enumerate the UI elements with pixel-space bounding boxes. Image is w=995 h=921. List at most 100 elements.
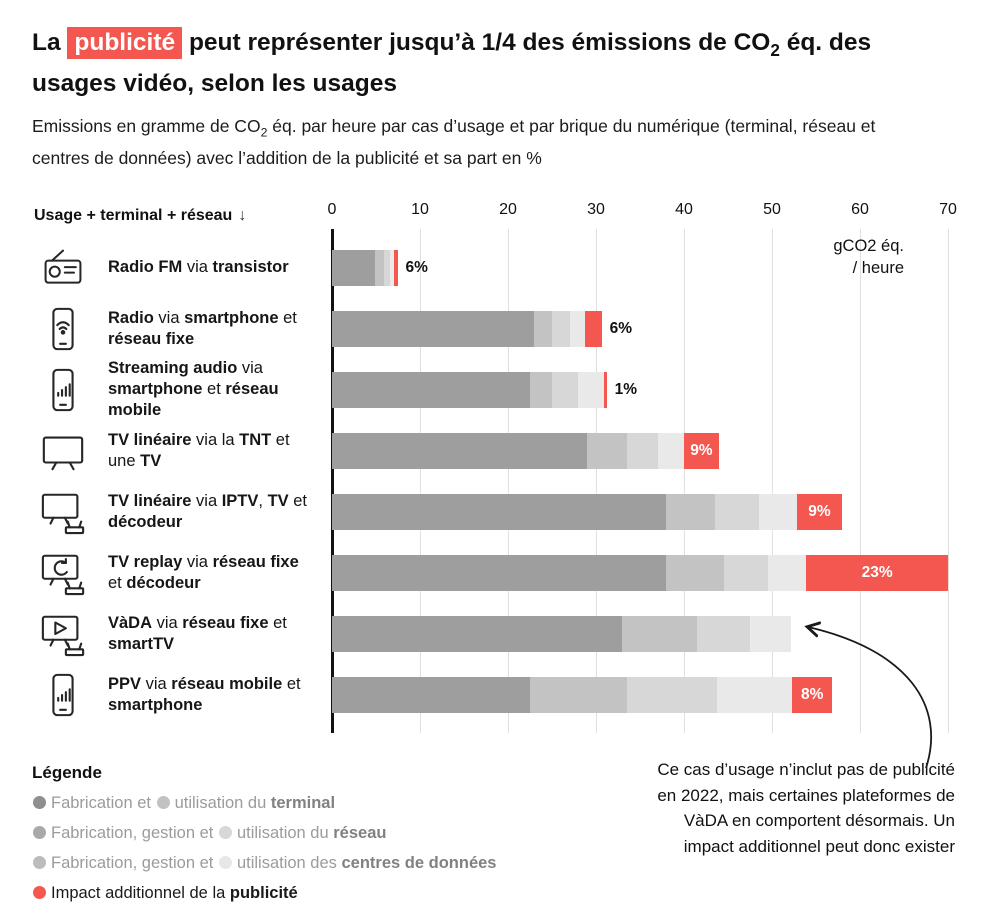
legend-dot xyxy=(218,826,232,840)
publicite-segment xyxy=(585,310,602,347)
unit-line-1: gCO2 éq. xyxy=(833,237,904,256)
bar-track xyxy=(332,310,602,347)
chart-row-2: Radio via smartphone et réseau fixe 6% xyxy=(32,298,948,359)
bar-segment-1 xyxy=(332,432,588,469)
bar-segment-4 xyxy=(578,371,604,408)
gridline xyxy=(684,229,685,734)
bar-segment-2 xyxy=(375,249,384,286)
gridline xyxy=(596,229,597,734)
chart-row-1: Radio FM via transistor 6% xyxy=(32,237,948,298)
legend-item-3: Fabrication, gestion et utilisation des … xyxy=(32,852,948,875)
pub-share-label: 6% xyxy=(405,258,428,276)
x-tick-10: 10 xyxy=(411,201,429,219)
down-arrow-icon: ↓ xyxy=(238,207,247,225)
publicite-segment xyxy=(393,249,398,286)
row-label: TV linéaire via la TNT et une TV xyxy=(108,430,290,470)
bar: 9% xyxy=(332,493,948,530)
smartphone-signal-icon xyxy=(32,367,108,413)
bar: 8% xyxy=(332,676,948,713)
legend-dot xyxy=(33,886,46,900)
smartphone-signal-icon xyxy=(32,672,108,718)
page-title: La publicité peut représenter jusqu’à 1/… xyxy=(32,27,872,97)
bar-segment-1 xyxy=(332,249,376,286)
bar-segment-4 xyxy=(758,493,797,530)
bar-segment-3 xyxy=(383,249,391,286)
bar: 6% xyxy=(332,310,948,347)
bar-track xyxy=(332,615,792,652)
bar-track: 9% xyxy=(332,432,719,469)
x-tick-20: 20 xyxy=(499,201,517,219)
bar-segment-2 xyxy=(666,554,724,591)
legend-item-4: Impact additionnel de la publicité xyxy=(32,882,948,905)
bar-segment-1 xyxy=(332,371,530,408)
chart-row-6: TV replay via réseau fixe et décodeur 23% xyxy=(32,542,948,603)
legend-dot xyxy=(218,856,232,870)
row-label: PPV via réseau mobile et smartphone xyxy=(108,674,301,714)
bar-segment-3 xyxy=(714,493,759,530)
bar-segment-4 xyxy=(767,554,807,591)
bar-track xyxy=(332,249,398,286)
left-axis-title-text: Usage + terminal + réseau xyxy=(34,207,233,225)
pub-share-label: 1% xyxy=(614,380,638,398)
tv-play-icon xyxy=(32,610,108,658)
bar-segment-2 xyxy=(530,371,552,408)
bar xyxy=(332,615,948,652)
legend: Légende Fabrication et utilisation du te… xyxy=(32,761,948,905)
zero-axis-line xyxy=(331,229,334,734)
annotation-text: Ce cas d’usage n’inclut pas de publicité… xyxy=(657,760,955,856)
gridline xyxy=(772,229,773,734)
bar-segment-4 xyxy=(717,676,793,713)
bar-segment-1 xyxy=(332,676,530,713)
bar-segment-1 xyxy=(332,554,667,591)
bar-segment-2 xyxy=(530,676,627,713)
bar: 9% xyxy=(332,432,948,469)
gridline xyxy=(420,229,421,734)
chart-row-5: TV linéaire via IPTV, TV et décodeur 9% xyxy=(32,481,948,542)
tv-icon xyxy=(32,428,108,474)
bar-segment-3 xyxy=(552,371,579,408)
bar-segment-2 xyxy=(622,615,698,652)
publicite-segment: 9% xyxy=(796,493,843,530)
chart-row-8: PPV via réseau mobile et smartphone 8% xyxy=(32,664,948,725)
bar-segment-2 xyxy=(587,432,627,469)
bar-segment-3 xyxy=(626,676,718,713)
gridline xyxy=(860,229,861,734)
bar-segment-4 xyxy=(749,615,792,652)
row-label: Streaming audio via smartphone et réseau… xyxy=(108,359,279,420)
gridline xyxy=(948,229,949,734)
chart: Usage + terminal + réseau ↓ 0 10 20 30 40 50 60… xyxy=(32,201,957,734)
tv-replay-icon xyxy=(32,549,108,597)
bar-segment-1 xyxy=(332,310,535,347)
bar-segment-4 xyxy=(390,249,394,286)
bar-segment-4 xyxy=(657,432,684,469)
x-tick-60: 60 xyxy=(851,201,869,219)
bar-segment-3 xyxy=(551,310,570,347)
bar-track: 8% xyxy=(332,676,833,713)
chart-body: gCO2 éq. / heure Radio FM via transistor… xyxy=(32,229,949,734)
plot-background xyxy=(331,229,949,734)
row-label: Radio FM via transistor xyxy=(108,258,289,277)
legend-title: Légende xyxy=(32,763,102,783)
bar-segment-3 xyxy=(626,432,658,469)
legend-dot xyxy=(33,796,46,810)
legend-dot xyxy=(33,826,46,840)
bar-segment-2 xyxy=(534,310,552,347)
tv-decoder-icon xyxy=(32,488,108,536)
row-label: VàDA via réseau fixe et smartTV xyxy=(108,613,287,653)
row-label: Radio via smartphone et réseau fixe xyxy=(108,308,297,348)
radio-icon xyxy=(32,246,108,290)
legend-item-2: Fabrication, gestion et utilisation du r… xyxy=(32,822,948,845)
x-tick-30: 30 xyxy=(587,201,605,219)
chart-row-7: VàDA via réseau fixe et smartTV xyxy=(32,603,948,664)
bar: 6% xyxy=(332,249,948,286)
row-label: TV linéaire via IPTV, TV et décodeur xyxy=(108,491,308,531)
bar-track: 23% xyxy=(332,554,948,591)
left-axis-title: Usage + terminal + réseau ↓ xyxy=(32,207,332,225)
bar-segment-1 xyxy=(332,493,667,530)
chart-header: Usage + terminal + réseau ↓ 0 10 20 30 40 50 60… xyxy=(32,201,957,225)
bar-segment-4 xyxy=(569,310,586,347)
legend-items: Fabrication et utilisation du terminal Fa… xyxy=(32,792,948,905)
x-tick-40: 40 xyxy=(675,201,693,219)
x-axis-ticks: 0 10 20 30 40 50 60 70 xyxy=(328,201,957,225)
